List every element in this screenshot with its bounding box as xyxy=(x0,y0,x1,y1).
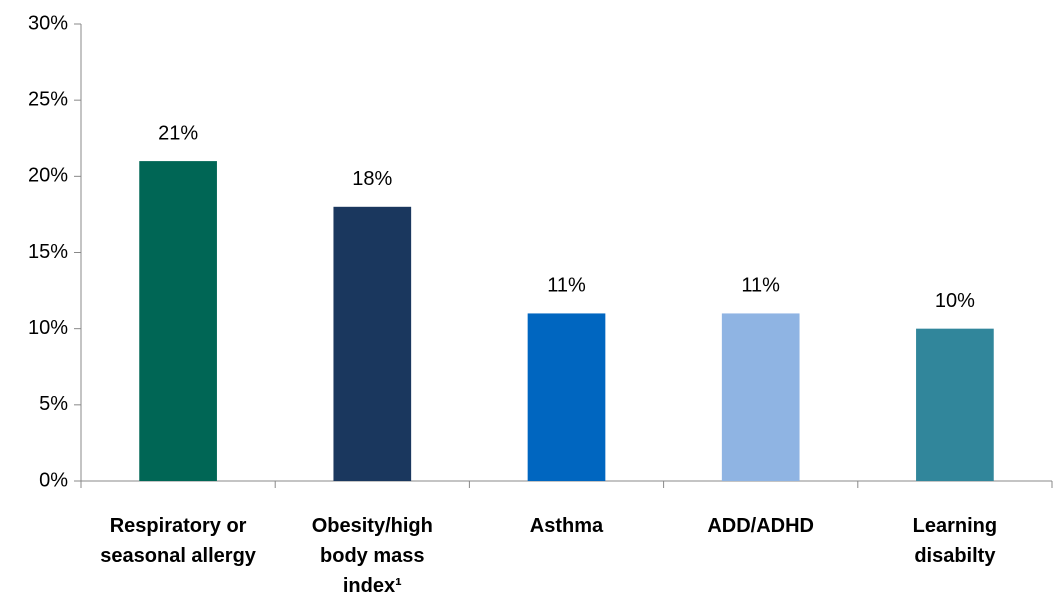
bar xyxy=(527,313,606,481)
x-tick-label-box: Learning disabilty xyxy=(912,515,998,567)
x-tick-label-box: Respiratory or seasonal allergy xyxy=(100,515,256,567)
y-tick-label: 5% xyxy=(39,393,68,415)
y-tick-label: 25% xyxy=(28,88,68,110)
bar xyxy=(333,206,412,482)
y-tick-label: 10% xyxy=(28,317,68,339)
bar xyxy=(916,328,994,481)
bar xyxy=(139,161,217,481)
y-tick-label: 20% xyxy=(28,165,68,187)
data-label: 18% xyxy=(352,168,392,190)
x-tick-label: Learning disabilty xyxy=(912,515,998,567)
data-label: 11% xyxy=(741,275,780,297)
data-label: 10% xyxy=(935,290,975,312)
y-tick-label: 15% xyxy=(28,241,68,263)
data-label: 21% xyxy=(158,122,198,144)
x-tick-label-box: Obesity/high body mass index¹ xyxy=(311,515,433,597)
x-tick-label-box: ADD/ADHD xyxy=(707,515,815,537)
x-tick-label: Respiratory or seasonal allergy xyxy=(100,515,256,567)
x-tick-label: ADD/ADHD xyxy=(707,515,815,537)
bar xyxy=(721,313,800,481)
data-label: 11% xyxy=(547,275,586,297)
y-tick-label: 30% xyxy=(28,12,68,34)
x-tick-label: Obesity/high body mass index¹ xyxy=(311,515,433,597)
x-tick-label-box: Asthma xyxy=(529,515,604,537)
x-tick-label: Asthma xyxy=(529,515,604,537)
y-tick-label: 0% xyxy=(39,469,68,491)
